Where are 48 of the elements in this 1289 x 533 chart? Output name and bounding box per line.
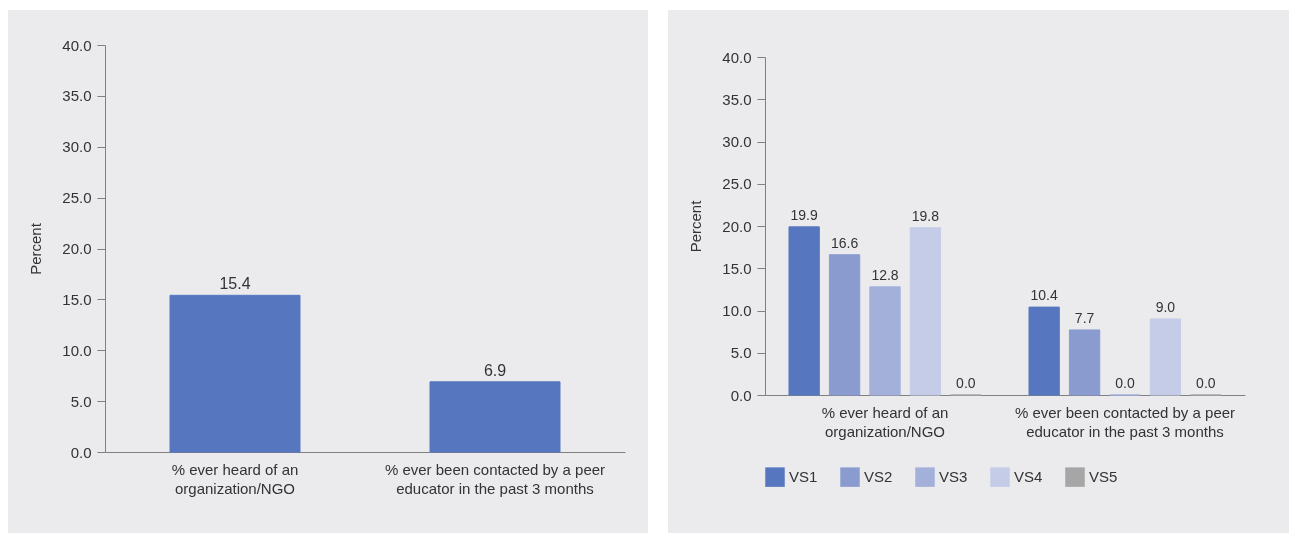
x-tick-label: % ever been contacted by a peer educator in the past 3 months (384, 460, 606, 497)
bar (1149, 318, 1182, 396)
legend-label: VS3 (939, 468, 968, 486)
bar (1068, 329, 1101, 396)
y-tick-label: 10.0 (722, 302, 752, 319)
y-tick-label: 30.0 (62, 138, 92, 156)
y-tick-label: 15.0 (62, 290, 92, 308)
legend-label: VS4 (1014, 468, 1043, 486)
data-label: 9.0 (1155, 298, 1176, 315)
y-tick-label: 40.0 (722, 48, 752, 66)
x-tick-label: % ever heard of an organization/NGO (821, 403, 949, 440)
y-tick-label: 20.0 (722, 217, 752, 235)
y-axis-title: Percent (27, 222, 45, 275)
x-tick-label: % ever been contacted by a peer educator in the past 3 months (1014, 403, 1236, 440)
data-label: 15.4 (219, 275, 251, 293)
bar (788, 226, 820, 396)
y-tick-label: 5.0 (730, 344, 752, 362)
y-axis-title: Percent (687, 199, 705, 253)
data-label: 19.8 (911, 207, 940, 224)
y-tick-label: 35.0 (62, 87, 92, 105)
bar (1028, 306, 1060, 396)
data-label: 10.4 (1030, 287, 1058, 304)
legend-label: VS1 (789, 468, 818, 486)
y-tick-label: 35.0 (722, 90, 752, 108)
data-label: 0.0 (956, 375, 976, 391)
y-tick-label: 40.0 (62, 36, 92, 54)
bar (909, 227, 942, 396)
y-tick-label: 15.0 (722, 259, 752, 277)
y-tick-label: 25.0 (62, 189, 92, 207)
data-label: 12.8 (871, 266, 899, 283)
data-label: 0.0 (1196, 375, 1216, 391)
y-tick-label: 30.0 (722, 133, 752, 150)
data-label: 0.0 (1115, 375, 1135, 391)
bar (828, 254, 861, 396)
y-tick-label: 10.0 (62, 341, 92, 359)
y-tick-label: 25.0 (722, 175, 752, 193)
bar (869, 286, 901, 396)
y-tick-label: 0.0 (70, 443, 92, 461)
legend-label: VS5 (1089, 468, 1118, 486)
y-tick-label: 5.0 (70, 392, 92, 410)
x-tick-label: % ever heard of an organization/NGO (171, 460, 299, 497)
data-label: 7.7 (1074, 309, 1095, 326)
data-label: 6.9 (483, 361, 507, 379)
data-label: 19.9 (790, 206, 818, 223)
legend-label: VS2 (864, 468, 893, 486)
y-tick-label: 20.0 (62, 240, 92, 257)
y-tick-label: 0.0 (730, 386, 752, 404)
data-label: 16.6 (830, 234, 859, 251)
